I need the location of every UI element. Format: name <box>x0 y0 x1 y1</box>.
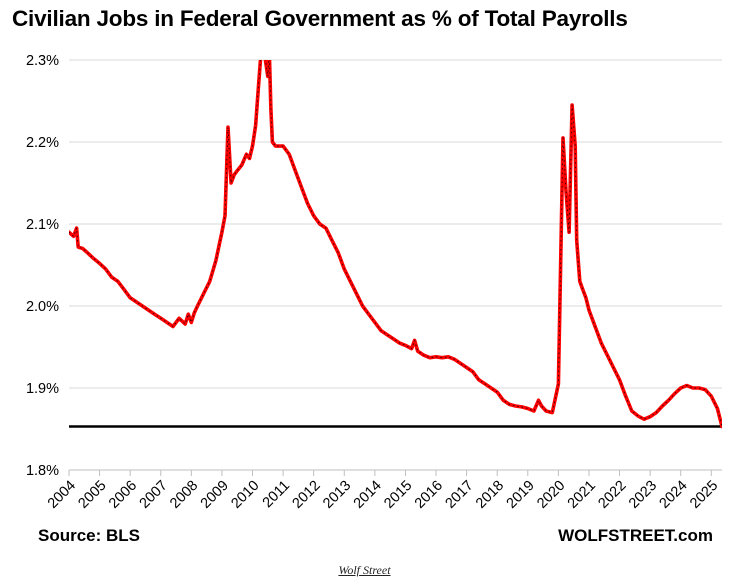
y-tick-label: 2.2% <box>26 135 59 151</box>
x-tick-label: 2004 <box>45 478 79 512</box>
source-label: Source: BLS <box>38 526 141 545</box>
series-line-dash <box>69 60 722 427</box>
credit-link[interactable]: Wolf Street <box>338 563 391 577</box>
x-tick-label: 2018 <box>473 478 507 512</box>
site-label: WOLFSTREET.com <box>558 526 713 545</box>
x-tick-label: 2017 <box>442 478 476 512</box>
x-tick-label: 2014 <box>351 478 385 512</box>
x-tick-label: 2015 <box>381 478 415 512</box>
x-tick-label: 2022 <box>595 478 629 512</box>
y-tick-label: 2.3% <box>26 53 59 69</box>
x-tick-label: 2012 <box>290 478 324 512</box>
x-tick-label: 2020 <box>534 478 568 512</box>
x-tick-label: 2013 <box>320 478 354 512</box>
y-tick-label: 1.9% <box>26 381 59 397</box>
y-tick-label: 1.8% <box>26 463 59 479</box>
x-tick-label: 2023 <box>626 478 660 512</box>
gridlines <box>69 59 722 389</box>
x-tick-label: 2011 <box>260 478 293 511</box>
x-tick-label: 2016 <box>412 478 446 512</box>
x-tick-label: 2025 <box>687 478 721 512</box>
series-line <box>69 60 722 429</box>
chart-title: Civilian Jobs in Federal Government as %… <box>12 6 628 31</box>
x-tick-label: 2010 <box>228 478 262 512</box>
x-axis-labels: 2004200520062007200820092010201120122013… <box>45 478 721 512</box>
series-layer <box>69 60 722 429</box>
y-axis-labels: 1.8% 1.9% 2.0% 2.1% 2.2% 2.3% <box>26 53 59 479</box>
y-tick-label: 2.0% <box>26 299 59 315</box>
x-tick-label: 2019 <box>504 478 538 512</box>
x-tick-label: 2009 <box>198 478 232 512</box>
x-axis <box>68 469 722 476</box>
y-tick-label: 2.1% <box>26 217 59 233</box>
x-tick-label: 2007 <box>137 478 171 512</box>
x-tick-label: 2024 <box>657 478 691 512</box>
x-tick-label: 2008 <box>167 478 201 512</box>
x-tick-label: 2005 <box>75 478 109 512</box>
x-tick-label: 2021 <box>565 478 599 512</box>
x-tick-label: 2006 <box>106 478 140 512</box>
